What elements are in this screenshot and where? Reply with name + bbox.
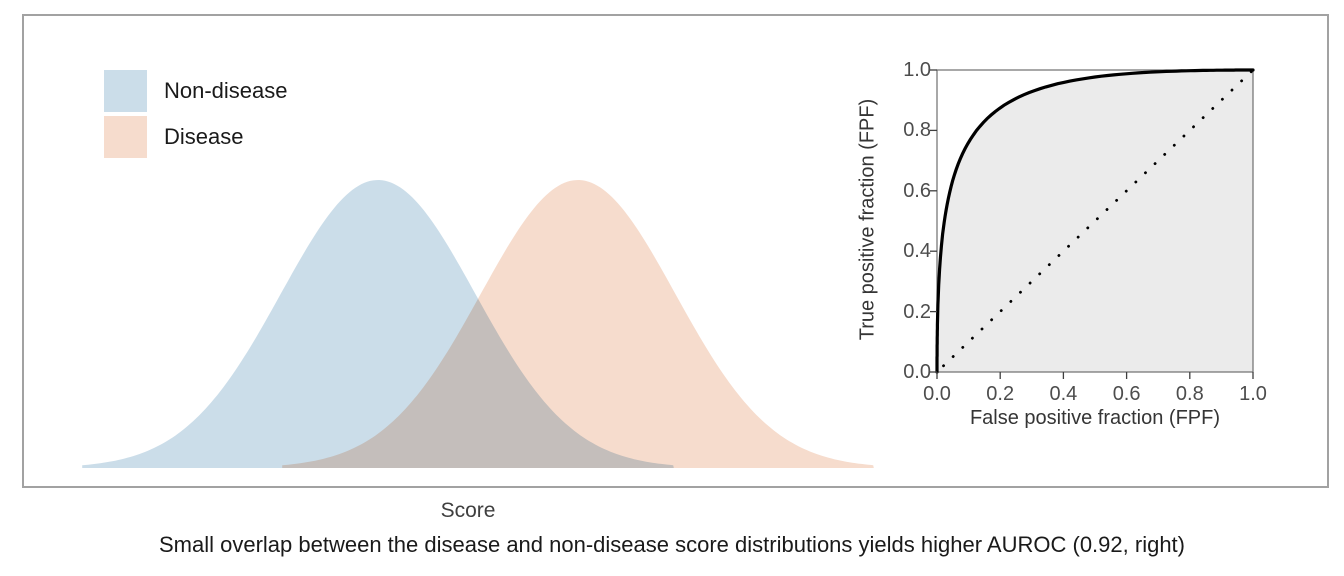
roc-y-axis-title: True positive fraction (FPF) (856, 98, 879, 341)
x-tick-label: 0.8 (1175, 383, 1204, 405)
y-tick-label: 0.8 (903, 119, 931, 142)
y-tick-label: 0.6 (903, 179, 931, 202)
y-tick-label: 0.4 (903, 240, 931, 263)
legend-label-disease: Disease (164, 124, 244, 149)
x-tick-label: 0.4 (1049, 383, 1078, 405)
legend-label-non-disease: Non-disease (164, 78, 288, 103)
x-tick-label: 0.6 (1112, 383, 1141, 405)
legend-swatch-disease (104, 116, 147, 158)
roc-x-axis-title: False positive fraction (FPF) (969, 407, 1221, 429)
y-tick-label: 0.0 (903, 361, 931, 383)
x-tick-label: 1.0 (1239, 383, 1267, 405)
legend-item-disease: Disease (104, 116, 243, 158)
x-tick-label: 0.0 (923, 383, 951, 405)
y-tick-label: 1.0 (903, 59, 931, 81)
score-axis-label: Score (440, 499, 496, 522)
legend-item-non-disease: Non-disease (104, 70, 288, 112)
x-tick-label: 0.2 (986, 383, 1015, 405)
legend-swatch-non-disease (104, 70, 147, 112)
figure-caption: Small overlap between the disease and no… (159, 532, 1185, 557)
y-tick-label: 0.2 (903, 300, 931, 323)
